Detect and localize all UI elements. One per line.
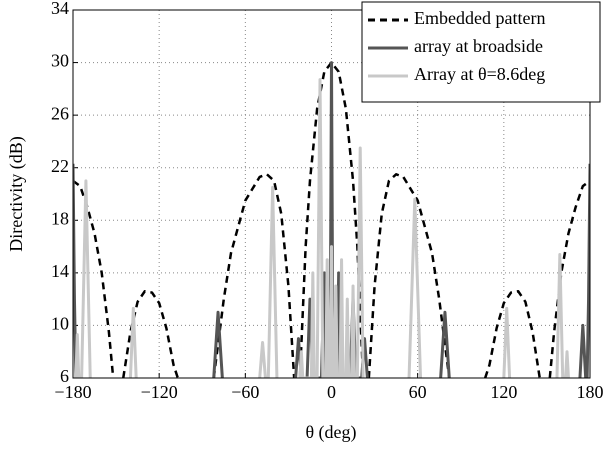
y-tick-label: 18	[51, 208, 69, 228]
legend-label: Array at θ=8.6deg	[414, 64, 545, 84]
x-tick-label: 60	[409, 382, 427, 402]
y-tick-label: 6	[60, 366, 69, 386]
legend-label: Embedded pattern	[414, 8, 545, 28]
x-tick-label: −120	[141, 382, 178, 402]
series-line	[73, 61, 590, 378]
legend-box	[361, 1, 601, 103]
x-tick-label: 180	[577, 382, 604, 402]
y-tick-label: 14	[51, 261, 69, 281]
x-tick-label: 120	[490, 382, 517, 402]
x-axis-label: θ (deg)	[305, 422, 356, 443]
y-tick-label: 30	[51, 51, 69, 71]
y-tick-label: 22	[51, 156, 69, 176]
x-tick-label: 0	[327, 382, 336, 402]
plot-frame	[72, 9, 591, 379]
series-line	[74, 78, 570, 378]
x-tick-label: −60	[231, 382, 259, 402]
y-tick-label: 26	[51, 103, 69, 123]
y-tick-label: 10	[51, 314, 69, 334]
x-tick-label: −180	[54, 382, 91, 402]
y-axis-label: Directivity (dB)	[6, 136, 27, 251]
legend-label: array at broadside	[414, 36, 543, 56]
y-tick-label: 34	[51, 0, 69, 18]
series-line	[73, 61, 590, 378]
plot-area	[73, 61, 590, 378]
